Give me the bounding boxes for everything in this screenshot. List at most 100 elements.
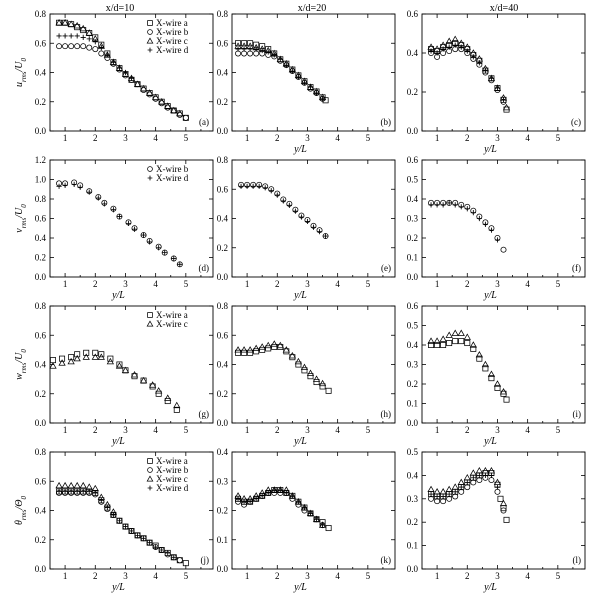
data-point xyxy=(140,232,147,238)
panel-label: (k) xyxy=(381,555,392,565)
panel-frame xyxy=(49,305,214,424)
data-point xyxy=(463,473,471,481)
data-point xyxy=(173,406,180,413)
data-point xyxy=(121,70,130,77)
y-tick-label: 0.2 xyxy=(217,506,228,516)
panel-frame xyxy=(421,451,586,570)
x-tick-label: 2 xyxy=(93,279,98,289)
data-point xyxy=(55,481,63,489)
data-point xyxy=(101,201,107,207)
data-point xyxy=(110,512,116,518)
y-tick-label: 0.6 xyxy=(35,38,47,48)
data-point xyxy=(83,349,90,356)
data-point xyxy=(445,331,453,338)
data-point xyxy=(475,466,483,474)
y-tick-label: 0.2 xyxy=(217,97,228,107)
data-point xyxy=(74,351,81,358)
data-point xyxy=(301,80,308,86)
y-tick-label: 0.1 xyxy=(407,399,418,409)
y-tick-label: 0.2 xyxy=(35,253,46,263)
y-tick-label: 0.4 xyxy=(407,194,419,204)
legend-label: X-wire a xyxy=(156,310,188,320)
legend-marker xyxy=(147,166,153,172)
data-point xyxy=(86,36,92,42)
data-point xyxy=(164,398,171,405)
y-tick-label: 0.3 xyxy=(407,360,419,370)
data-point xyxy=(182,114,189,121)
data-point xyxy=(268,188,274,194)
data-point xyxy=(259,493,265,499)
x-axis-label: y/L xyxy=(293,436,307,447)
y-tick-label: 0.8 xyxy=(35,194,47,204)
data-point xyxy=(445,485,453,493)
y-tick-label: 0.0 xyxy=(407,418,419,428)
data-point xyxy=(274,192,280,198)
data-point xyxy=(238,183,244,189)
data-point xyxy=(276,341,284,349)
data-point xyxy=(67,20,75,27)
data-point xyxy=(494,488,501,495)
x-tick-label: 1 xyxy=(63,279,68,289)
panel-label: (g) xyxy=(199,409,210,419)
data-point xyxy=(482,472,488,478)
data-point xyxy=(298,214,305,220)
data-point xyxy=(500,246,507,253)
panel-label: (d) xyxy=(199,263,210,273)
data-point xyxy=(445,37,453,44)
x-tick-label: 2 xyxy=(93,571,98,581)
x-tick-label: 3 xyxy=(123,133,128,143)
data-point xyxy=(79,481,87,489)
x-tick-label: 1 xyxy=(63,425,68,435)
data-point xyxy=(56,43,63,50)
y-tick-label: 0.0 xyxy=(217,564,229,574)
data-point xyxy=(153,544,159,550)
data-point xyxy=(80,34,86,40)
y-tick-label: 0.4 xyxy=(407,470,419,480)
data-point xyxy=(159,547,165,553)
legend-marker xyxy=(147,458,153,464)
y-tick-label: 0.3 xyxy=(407,214,419,224)
data-point xyxy=(258,343,266,350)
data-point xyxy=(235,349,242,356)
data-point xyxy=(86,488,92,495)
data-point xyxy=(74,43,81,50)
data-point xyxy=(503,396,510,403)
data-point xyxy=(262,185,268,191)
data-point xyxy=(61,19,69,26)
data-point xyxy=(316,229,323,235)
x-tick-label: 4 xyxy=(335,133,340,143)
data-point xyxy=(139,376,148,384)
series-x-wire-d xyxy=(428,472,501,500)
data-point xyxy=(446,44,452,50)
data-point xyxy=(92,46,99,53)
data-point xyxy=(469,341,477,348)
data-point xyxy=(177,261,183,267)
data-point xyxy=(155,387,163,394)
series-x-wire-b xyxy=(56,179,183,268)
data-point xyxy=(307,373,314,380)
y-tick-label: 0.8 xyxy=(35,9,47,19)
series-x-wire-d xyxy=(56,33,135,81)
column-titles: x/d=10 x/d=20 x/d=40 xyxy=(106,3,518,14)
legend: X-wire aX-wire bX-wire cX-wire d xyxy=(146,456,189,493)
data-point xyxy=(74,488,80,495)
legend-label: X-wire b xyxy=(156,27,189,37)
y-tick-label: 0.1 xyxy=(407,541,418,551)
data-point xyxy=(277,487,283,493)
data-point xyxy=(270,340,278,347)
x-tick-label: 4 xyxy=(525,425,530,435)
panel-frame xyxy=(231,305,396,424)
data-point xyxy=(428,342,435,348)
data-point xyxy=(56,183,62,189)
panel-frame xyxy=(49,451,214,570)
data-point xyxy=(156,245,162,251)
x-tick-label: 2 xyxy=(465,425,470,435)
y-axis-label: θrms/Θ0 xyxy=(14,496,28,525)
data-point xyxy=(241,40,248,47)
data-point xyxy=(427,485,435,493)
data-point xyxy=(147,540,153,546)
y-tick-label: 0.4 xyxy=(35,233,47,243)
x-axis-label: y/L xyxy=(483,582,497,593)
y-tick-label: 0.6 xyxy=(407,9,419,19)
data-point xyxy=(434,202,440,208)
